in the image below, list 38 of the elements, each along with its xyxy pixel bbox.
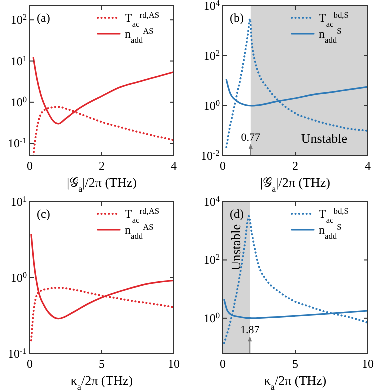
y-tick-label: 10$^{0}$: [10, 94, 27, 110]
x-tick-label: 10: [168, 357, 180, 371]
x-tick-label: 5: [99, 357, 105, 371]
y-tick-label: 10$^{0}$: [10, 270, 27, 285]
x-tick-label: 4: [171, 159, 177, 173]
x-tick-label: 10: [362, 357, 374, 371]
x-tick-label: 2: [99, 159, 105, 173]
x-tick-label: 0: [220, 357, 226, 371]
annotation: (a): [37, 11, 50, 25]
y-tick-label: 10$^{4}$: [204, 0, 221, 13]
x-axis-title: κ$_{a}$/2π (THz): [264, 373, 327, 391]
annotation: 0.77: [241, 132, 262, 144]
y-tick-label: 10$^{0}$: [204, 310, 220, 326]
y-tick-label: 10$^{4}$: [204, 194, 221, 209]
y-tick-label: 10$^{-1}$: [8, 346, 27, 361]
x-tick-label: 0: [220, 159, 226, 173]
x-tick-label: 2: [292, 159, 298, 173]
y-tick-label: 10$^{-2}$: [201, 148, 220, 163]
annotation: (d): [230, 207, 244, 221]
x-tick-label: 5: [292, 357, 298, 371]
annotation: (c): [37, 207, 50, 221]
x-axis-title: |𝒢$_{a}$|/2π (THz): [67, 175, 137, 194]
x-axis-title: κ$_{a}$/2π (THz): [70, 373, 134, 391]
y-tick-label: 10$^{2}$: [204, 48, 220, 63]
band-label: Unstable: [228, 224, 244, 271]
y-tick-label: 10$^{1}$: [10, 194, 27, 209]
x-tick-label: 0: [27, 357, 33, 371]
y-tick-label: 10$^{2}$: [10, 12, 27, 28]
annotation: 1.87: [240, 324, 260, 337]
y-tick-label: 10$^{2}$: [204, 252, 220, 268]
y-tick-label: 10$^{-1}$: [8, 136, 27, 151]
y-tick-label: 10$^{1}$: [10, 54, 27, 68]
annotation: (b): [230, 11, 244, 25]
y-tick-label: 10$^{0}$: [204, 98, 220, 113]
x-tick-label: 0: [27, 159, 33, 173]
x-tick-label: 4: [365, 159, 371, 173]
band-label: Unstable: [301, 131, 348, 146]
x-axis-title: |𝒢$_{a}$|/2π (THz): [260, 175, 330, 194]
